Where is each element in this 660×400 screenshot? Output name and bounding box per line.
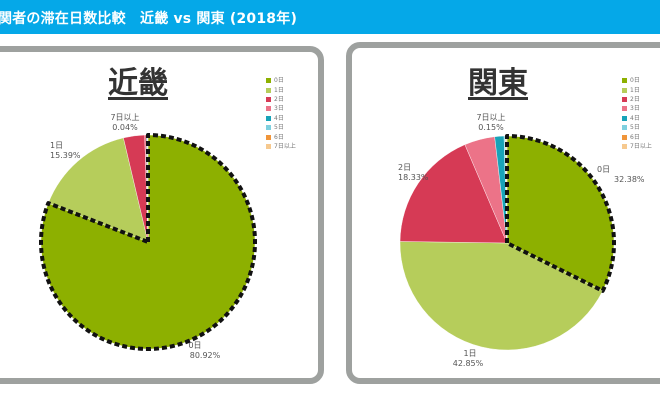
slice-category-label: 2日	[398, 163, 411, 172]
legend-item: 3日	[622, 104, 652, 113]
legend-swatch	[622, 78, 627, 84]
slice-category-label: 1日	[463, 349, 476, 358]
legend-swatch	[266, 115, 271, 121]
legend-label: 3日	[630, 105, 640, 113]
legend-label: 7日以上	[274, 142, 296, 150]
legend-swatch	[266, 87, 271, 93]
legend-item: 2日	[622, 95, 652, 104]
legend-item: 6日	[622, 132, 652, 141]
legend-item: 3日	[266, 104, 296, 113]
legend-swatch	[622, 143, 627, 149]
legend-item: 5日	[266, 123, 296, 132]
legend-item: 7日以上	[266, 142, 296, 151]
legend-label: 5日	[630, 124, 640, 132]
legend-item: 0日	[266, 76, 296, 85]
legend-swatch	[266, 125, 271, 131]
pie-slice-1日	[48, 137, 149, 243]
legend-label: 0日	[274, 77, 284, 85]
legend-swatch	[622, 115, 627, 121]
legend-swatch	[266, 143, 271, 149]
legend-swatch	[622, 96, 627, 102]
kinki-legend: 0日 1日 2日 3日 4日 5日 6日 7日以上	[266, 76, 296, 151]
legend-label: 1日	[274, 86, 284, 94]
legend-label: 2日	[274, 95, 284, 103]
slice-percent-label: 15.39%	[50, 151, 81, 160]
legend-item: 7日以上	[622, 142, 652, 151]
legend-item: 4日	[266, 114, 296, 123]
slice-percent-label: 32.38%	[614, 175, 645, 184]
legend-label: 3日	[274, 105, 284, 113]
slice-percent-label: 18.33%	[398, 173, 429, 182]
slice-category-label: 1日	[50, 141, 63, 150]
legend-label: 0日	[630, 77, 640, 85]
pie-slice-2日	[399, 144, 508, 244]
legend-swatch	[266, 134, 271, 140]
kanto-legend: 0日 1日 2日 3日 4日 5日 6日 7日以上	[622, 76, 652, 151]
slice-category-label: 7日以上	[110, 113, 139, 122]
legend-swatch	[266, 78, 271, 84]
legend-item: 4日	[622, 114, 652, 123]
legend-item: 5日	[622, 123, 652, 132]
legend-label: 6日	[630, 133, 640, 141]
slice-category-label: 7日以上	[476, 113, 505, 122]
legend-label: 2日	[630, 95, 640, 103]
slice-percent-label: 80.92%	[190, 351, 221, 360]
legend-swatch	[622, 106, 627, 112]
slice-category-label: 0日	[597, 165, 610, 174]
legend-label: 7日以上	[630, 142, 652, 150]
legend-label: 5日	[274, 124, 284, 132]
legend-item: 6日	[266, 132, 296, 141]
kinki-title: 近畿	[108, 66, 168, 101]
page-title: 関者の滞在日数比較 近畿 vs 関東 (2018年)	[0, 11, 298, 27]
header-bar: 関者の滞在日数比較 近畿 vs 関東 (2018年)	[0, 0, 660, 34]
legend-item: 1日	[622, 85, 652, 94]
legend-swatch	[266, 106, 271, 112]
legend-swatch	[622, 125, 627, 131]
legend-swatch	[266, 96, 271, 102]
legend-label: 6日	[274, 133, 284, 141]
legend-label: 1日	[630, 86, 640, 94]
slice-percent-label: 0.15%	[478, 123, 504, 132]
legend-item: 0日	[622, 76, 652, 85]
highlighted-slice-outline	[505, 134, 616, 293]
pie-slice-1日	[399, 241, 603, 351]
slice-percent-label: 42.85%	[453, 359, 484, 368]
legend-item: 2日	[266, 95, 296, 104]
slice-percent-label: 0.04%	[112, 123, 138, 132]
legend-item: 1日	[266, 85, 296, 94]
slice-category-label: 0日	[188, 341, 201, 350]
legend-label: 4日	[274, 114, 284, 122]
legend-swatch	[622, 134, 627, 140]
legend-label: 4日	[630, 114, 640, 122]
kanto-title: 関東	[468, 66, 528, 101]
highlighted-slice-outline	[39, 133, 257, 351]
legend-swatch	[622, 87, 627, 93]
